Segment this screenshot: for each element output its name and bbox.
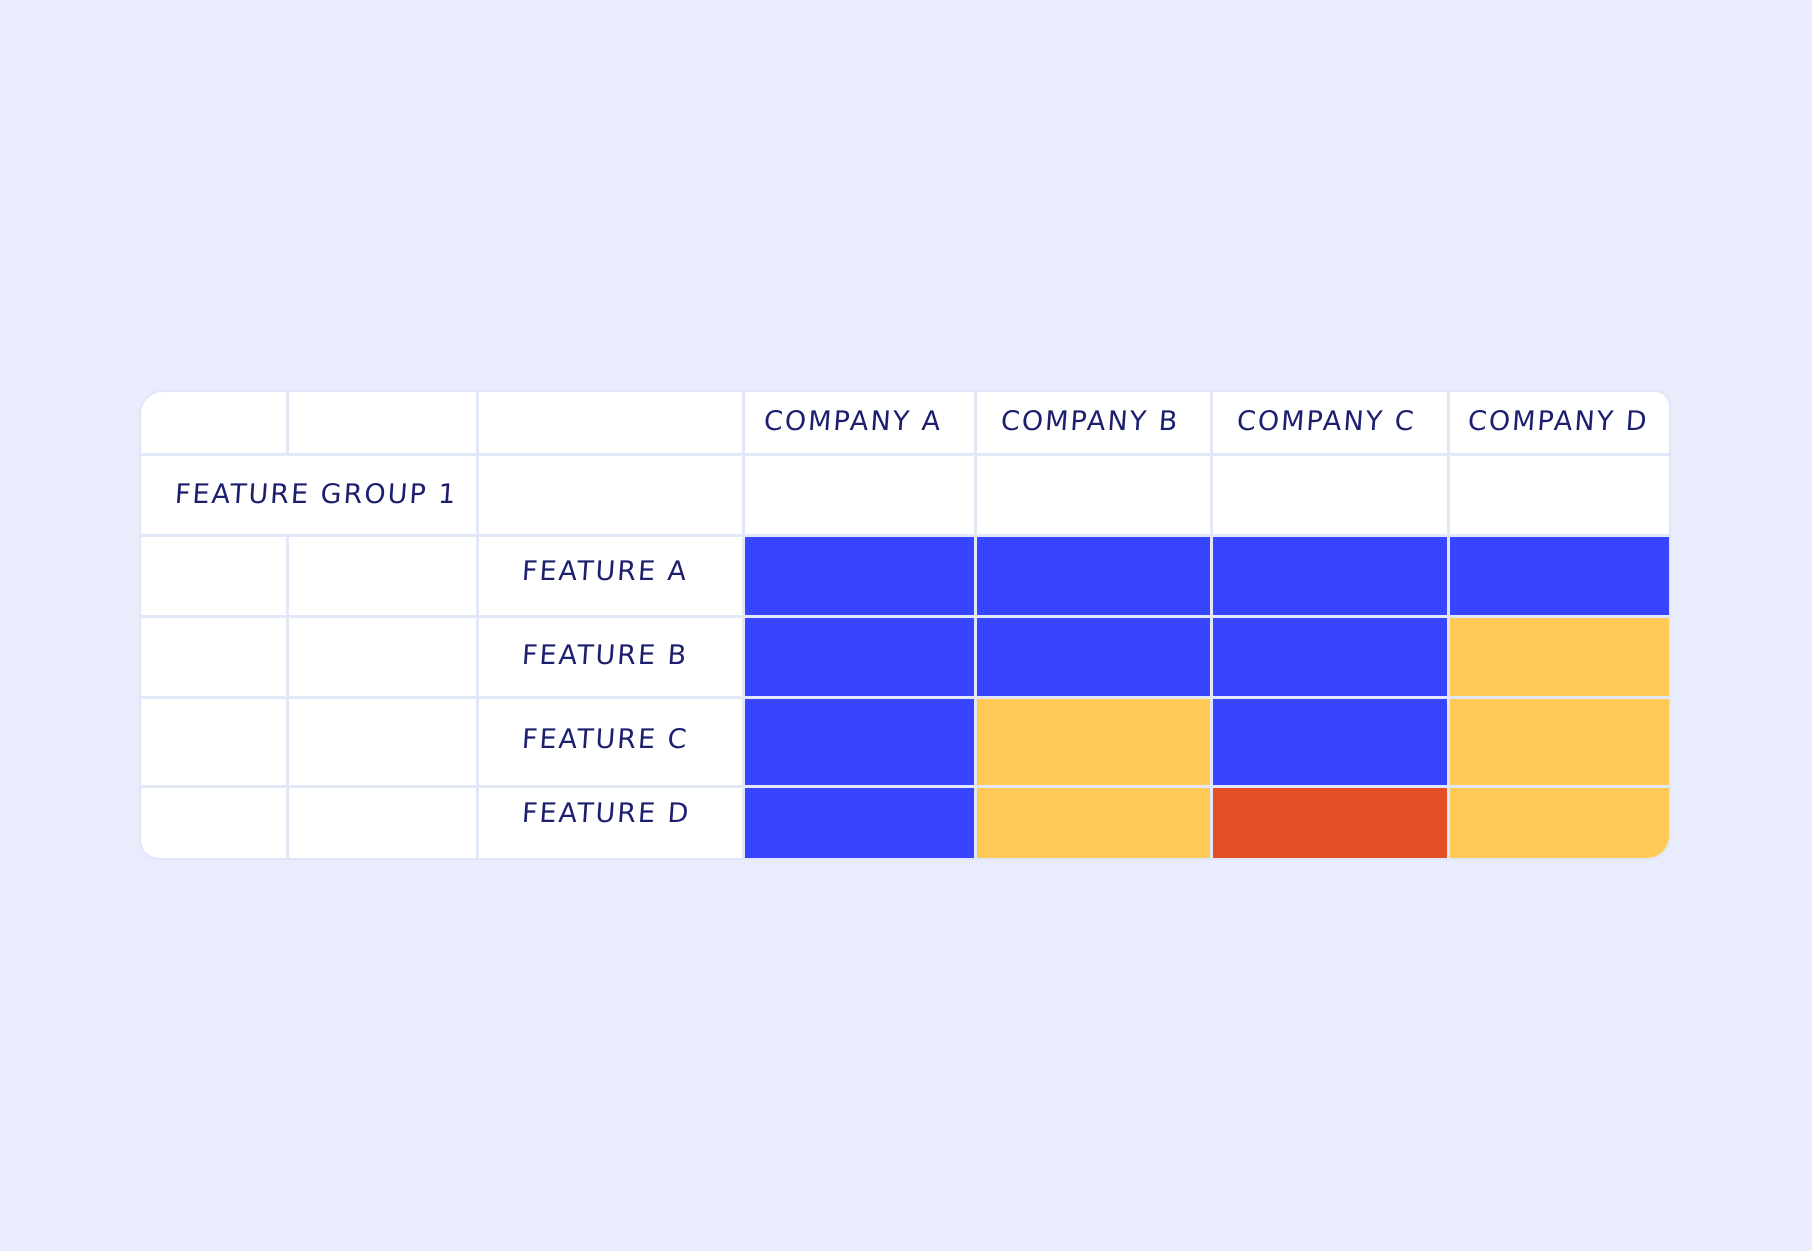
company-header: COMPANY C bbox=[1235, 406, 1417, 437]
grid-line bbox=[1447, 392, 1450, 858]
grid-line bbox=[974, 392, 977, 858]
heatmap-cell bbox=[1450, 788, 1669, 858]
heatmap-cell bbox=[977, 788, 1210, 858]
grid-line bbox=[1210, 392, 1213, 858]
grid-line bbox=[141, 534, 1669, 537]
feature-label: FEATURE B bbox=[520, 640, 690, 671]
feature-matrix: COMPANY A COMPANY B COMPANY C COMPANY D … bbox=[139, 390, 1671, 860]
feature-label: FEATURE D bbox=[520, 798, 692, 829]
heatmap-cell bbox=[1213, 699, 1447, 785]
grid-line bbox=[476, 392, 479, 858]
heatmap-cell bbox=[1213, 618, 1447, 696]
heatmap-cell bbox=[977, 537, 1210, 615]
feature-label: FEATURE C bbox=[520, 724, 690, 755]
heatmap-cell bbox=[745, 788, 974, 858]
heatmap-cell bbox=[1213, 788, 1447, 858]
heatmap-cell bbox=[977, 699, 1210, 785]
company-header: COMPANY A bbox=[762, 406, 944, 437]
heatmap-cell bbox=[745, 618, 974, 696]
grid-line bbox=[141, 615, 1669, 618]
grid-line bbox=[141, 453, 1669, 456]
feature-label: FEATURE A bbox=[520, 556, 690, 587]
grid-line bbox=[742, 392, 745, 858]
company-header: COMPANY B bbox=[999, 406, 1181, 437]
heatmap-cell bbox=[745, 699, 974, 785]
heatmap-cell bbox=[1450, 537, 1669, 615]
grid-line bbox=[286, 392, 289, 453]
heatmap-cell bbox=[745, 537, 974, 615]
heatmap-cell bbox=[1450, 699, 1669, 785]
company-header: COMPANY D bbox=[1466, 406, 1650, 437]
heatmap-cell bbox=[1450, 618, 1669, 696]
grid-line bbox=[286, 534, 289, 858]
heatmap-cell bbox=[1213, 537, 1447, 615]
feature-group-label: FEATURE GROUP 1 bbox=[173, 479, 459, 510]
grid-line bbox=[141, 696, 1669, 699]
heatmap-cell bbox=[977, 618, 1210, 696]
grid-line bbox=[141, 785, 1669, 788]
